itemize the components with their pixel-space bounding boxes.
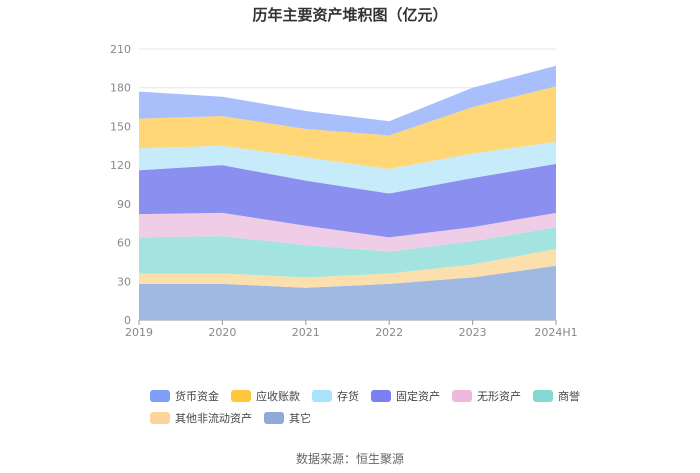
area-series-存货 (139, 141, 556, 194)
area-series-无形资产 (139, 212, 556, 252)
y-tick-label: 60 (117, 237, 131, 250)
legend-label: 货币资金 (175, 390, 219, 403)
legend-item[interactable]: 无形资产 (452, 388, 521, 404)
legend-item[interactable]: 货币资金 (150, 388, 219, 404)
x-tick-label: 2022 (375, 326, 403, 339)
y-tick-label: 180 (110, 82, 131, 95)
area-series-商誉 (139, 227, 556, 278)
legend: 货币资金 应收账款 存货 固定资产 无形资产 商誉其他非流动资产 其它 (150, 388, 590, 426)
data-source: 数据来源：恒生聚源 (295, 452, 404, 466)
area-series (139, 65, 556, 320)
legend-label: 商誉 (558, 390, 580, 403)
legend-item[interactable]: 存货 (312, 388, 359, 404)
legend-item[interactable]: 应收账款 (231, 388, 300, 404)
legend-swatch (533, 390, 553, 402)
y-tick-label: 120 (110, 159, 131, 172)
chart-title: 历年主要资产堆积图（亿元） (252, 6, 448, 24)
legend-item[interactable]: 商誉 (533, 388, 580, 404)
y-tick-label: 0 (124, 314, 131, 327)
area-series-货币资金 (139, 65, 556, 136)
legend-swatch (150, 412, 170, 424)
legend-swatch (150, 390, 170, 402)
y-tick-label: 150 (110, 120, 131, 133)
legend-label: 无形资产 (477, 390, 521, 403)
area-series-应收账款 (139, 86, 556, 170)
x-tick-label: 2021 (292, 326, 320, 339)
x-tick-label: 2024H1 (534, 326, 577, 339)
y-tick-label: 90 (117, 198, 131, 211)
axes: 0 30 60 90 120 150 180 210 2019 2020 2021 2022 2023 2… (110, 43, 578, 339)
legend-label: 应收账款 (256, 390, 300, 403)
legend-item[interactable]: 其它 (264, 410, 311, 426)
x-tick-label: 2020 (208, 326, 236, 339)
legend-label: 存货 (337, 390, 359, 403)
legend-label: 其他非流动资产 (175, 412, 252, 425)
legend-swatch (452, 390, 472, 402)
legend-item[interactable]: 固定资产 (371, 388, 440, 404)
legend-swatch (312, 390, 332, 402)
x-tick-label: 2023 (459, 326, 487, 339)
legend-label: 固定资产 (396, 390, 440, 403)
legend-swatch (371, 390, 391, 402)
x-tick-label: 2019 (125, 326, 153, 339)
legend-swatch (264, 412, 284, 424)
y-tick-label: 210 (110, 43, 131, 56)
legend-label: 其它 (289, 412, 311, 425)
area-series-其它 (139, 265, 556, 320)
area-series-其他非流动资产 (139, 249, 556, 288)
legend-swatch (231, 390, 251, 402)
area-series-固定资产 (139, 163, 556, 238)
y-tick-label: 30 (117, 275, 131, 288)
legend-item[interactable]: 其他非流动资产 (150, 410, 252, 426)
